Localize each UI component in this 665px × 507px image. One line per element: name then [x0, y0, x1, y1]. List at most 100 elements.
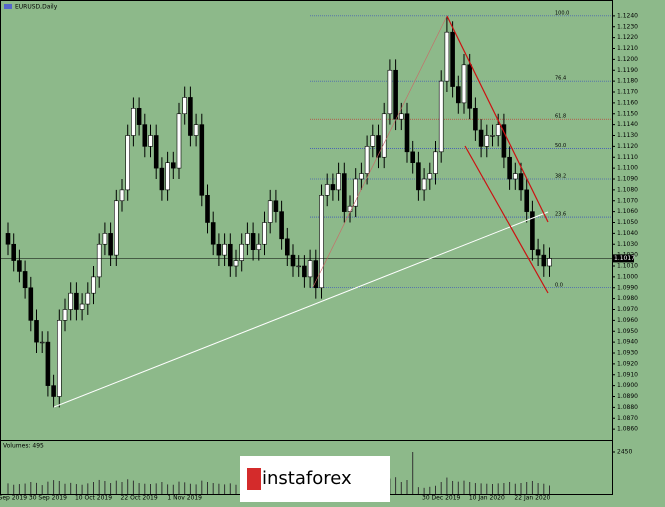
candle-body	[541, 254, 547, 267]
y-tick-label: 1.1080	[617, 186, 638, 193]
candle-body	[131, 108, 136, 136]
candle-body	[79, 303, 85, 310]
y-tick-label: 1.1120	[617, 143, 638, 150]
y-tick-label: 1.0890	[617, 393, 638, 400]
x-tick-label: 30 Sep 2019	[29, 495, 67, 502]
candle-body	[108, 233, 113, 256]
candle-body	[91, 276, 96, 294]
channel-upper	[446, 15, 549, 223]
y-tick-label: 1.1090	[617, 176, 638, 183]
candle-body	[102, 233, 108, 245]
candle-body	[45, 341, 51, 386]
x-tick-label: 10 Jan 2020	[469, 495, 505, 502]
candle-body	[381, 113, 387, 158]
candle-body	[530, 211, 535, 250]
y-tick-label: 1.1190	[617, 67, 638, 74]
candle-body	[364, 146, 370, 174]
candle-body	[535, 249, 541, 256]
candle-body	[34, 320, 39, 343]
y-tick-label: 1.0860	[617, 426, 638, 433]
x-tick-label: 10 Oct 2019	[75, 495, 112, 502]
y-tick-label: 1.1000	[617, 273, 638, 280]
y-tick-label: 1.1140	[617, 121, 638, 128]
candle-body	[421, 178, 427, 191]
candle-body	[22, 271, 28, 289]
x-tick-label: 19 Sep 2019	[0, 495, 27, 502]
candle-body	[273, 200, 279, 212]
fib-label: 76.4	[555, 76, 566, 82]
candle-body	[427, 173, 433, 180]
candle-body	[330, 184, 336, 191]
y-tick-label: 1.0950	[617, 328, 638, 335]
current-price-label: 1.1017	[614, 255, 635, 262]
candle-body	[461, 64, 467, 104]
candle-body	[39, 341, 45, 344]
candle-body	[74, 292, 79, 310]
y-tick-label: 1.1180	[617, 78, 638, 85]
candle-body	[205, 195, 210, 223]
candle-body	[518, 173, 524, 191]
y-tick-label: 1.1240	[617, 12, 638, 19]
candle-body	[256, 243, 262, 250]
candle-body	[507, 156, 512, 180]
y-tick-label: 1.0980	[617, 295, 638, 302]
candle-body	[302, 265, 307, 278]
y-tick-label: 1.1150	[617, 110, 638, 117]
channel-lower	[464, 145, 549, 294]
candle-body	[245, 233, 250, 245]
y-tick-label: 1.0880	[617, 404, 638, 411]
candle-body	[478, 129, 484, 147]
candle-body	[136, 108, 142, 125]
candle-body	[199, 124, 205, 196]
y-tick-label: 1.1130	[617, 132, 638, 139]
candle-body	[353, 178, 359, 207]
candle-body	[290, 254, 296, 267]
candle-body	[450, 31, 455, 87]
candle-body	[239, 243, 244, 261]
candle-body	[193, 124, 199, 136]
candle-body	[336, 173, 341, 191]
candle-body	[438, 80, 444, 153]
candle-body	[165, 162, 170, 191]
y-tick-label: 1.1010	[617, 263, 638, 270]
candle-body	[222, 243, 227, 256]
candle-body	[159, 167, 165, 191]
plot: 1.0860 1.0870 1.0880 1.0890 1.0900 1.0910 1.09…	[0, 10, 638, 502]
y-tick-label: 1.1060	[617, 208, 638, 215]
candle-body	[313, 260, 319, 289]
fib-label: 100.0	[555, 10, 569, 16]
y-tick-label: 1.1070	[617, 197, 638, 204]
candle-body	[142, 124, 148, 147]
x-tick-label: 1 Nov 2019	[167, 495, 202, 502]
candle-body	[262, 222, 267, 245]
fib-label: 50.0	[555, 143, 566, 149]
candle-body	[512, 173, 518, 180]
candle-body	[68, 292, 73, 310]
candle-body	[341, 173, 347, 212]
candle-body	[51, 385, 56, 397]
fib-label: 61.8	[555, 114, 566, 120]
y-tick-label: 1.0930	[617, 350, 638, 357]
watermark-icon	[247, 468, 261, 490]
candle-body	[171, 162, 176, 169]
y-tick-label: 1.1210	[617, 45, 638, 52]
candle-body	[501, 124, 507, 158]
fib-label: 38.2	[555, 174, 566, 180]
candle-body	[5, 233, 11, 245]
candle-body	[233, 260, 239, 267]
volume-label: Volumes: 495	[3, 443, 44, 450]
candle-body	[370, 135, 376, 147]
y-tick-label: 1.1030	[617, 241, 638, 248]
candle-body	[188, 97, 193, 136]
candle-body	[284, 238, 290, 256]
candle-body	[455, 86, 461, 104]
watermark: instaforex	[262, 468, 352, 489]
symbol-icon	[4, 4, 12, 9]
y-tick-label: 1.1160	[617, 99, 638, 106]
y-tick-label: 1.0910	[617, 371, 638, 378]
y-tick-label: 1.1110	[617, 154, 638, 161]
candle-body	[473, 108, 478, 131]
fib-label: 23.6	[555, 212, 566, 218]
